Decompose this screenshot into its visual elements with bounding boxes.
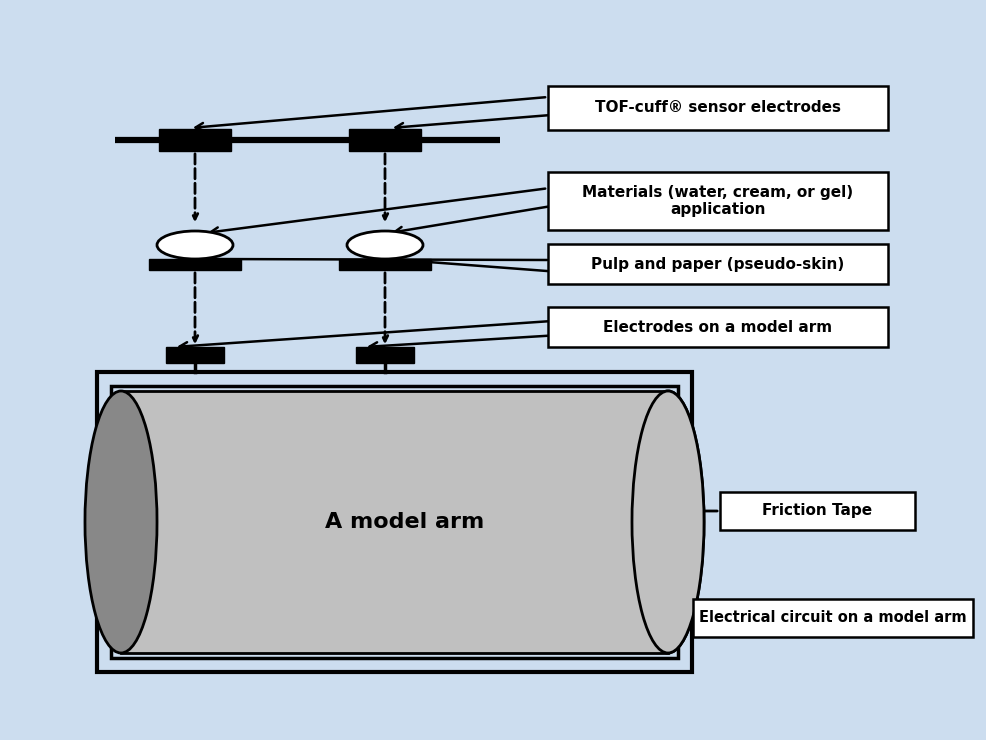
FancyBboxPatch shape xyxy=(548,172,888,230)
Text: Materials (water, cream, or gel)
application: Materials (water, cream, or gel) applica… xyxy=(583,185,854,218)
Ellipse shape xyxy=(157,231,233,259)
Bar xyxy=(121,391,668,653)
Text: A model arm: A model arm xyxy=(324,512,484,532)
Bar xyxy=(121,391,668,653)
Bar xyxy=(149,259,241,270)
Bar xyxy=(356,347,414,363)
Bar xyxy=(159,129,231,151)
FancyBboxPatch shape xyxy=(720,492,915,530)
Ellipse shape xyxy=(632,391,704,653)
Text: Electrodes on a model arm: Electrodes on a model arm xyxy=(603,320,832,334)
Ellipse shape xyxy=(632,391,704,653)
Text: Pulp and paper (pseudo-skin): Pulp and paper (pseudo-skin) xyxy=(592,257,845,272)
FancyBboxPatch shape xyxy=(548,307,888,347)
Bar xyxy=(97,372,692,672)
Bar xyxy=(111,386,678,658)
Bar xyxy=(166,347,224,363)
Text: Friction Tape: Friction Tape xyxy=(762,503,873,519)
Ellipse shape xyxy=(85,391,157,653)
Text: Electrical circuit on a model arm: Electrical circuit on a model arm xyxy=(699,610,967,625)
Bar xyxy=(339,259,431,270)
Bar xyxy=(349,129,421,151)
Ellipse shape xyxy=(347,231,423,259)
FancyBboxPatch shape xyxy=(548,86,888,130)
FancyBboxPatch shape xyxy=(693,599,973,637)
Text: TOF-cuff® sensor electrodes: TOF-cuff® sensor electrodes xyxy=(595,101,841,115)
FancyBboxPatch shape xyxy=(548,244,888,284)
